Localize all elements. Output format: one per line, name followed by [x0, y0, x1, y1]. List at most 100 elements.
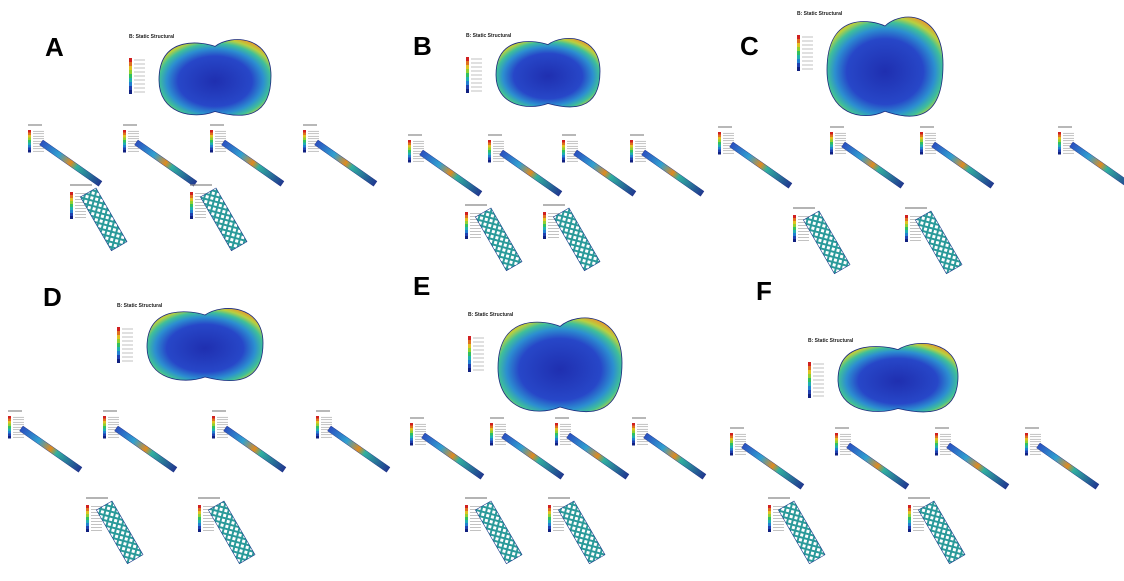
color-legend [808, 362, 824, 398]
legend-swatch [465, 221, 468, 224]
lattice-screw [475, 501, 522, 564]
legend-swatch [212, 426, 215, 429]
legend-swatch [548, 523, 551, 526]
legend-swatch [543, 218, 546, 221]
legend-swatch [303, 130, 306, 133]
legend-swatch [129, 90, 132, 94]
legend-swatch [316, 429, 319, 432]
legend-swatch [793, 227, 796, 230]
legend-swatch [410, 443, 413, 446]
legend-swatch [830, 137, 833, 140]
legend-swatch [123, 140, 126, 143]
color-legend [303, 130, 319, 153]
legend-swatch [465, 212, 468, 215]
screw [420, 150, 482, 196]
legend-swatch [718, 147, 721, 150]
legend-swatch [410, 436, 413, 439]
legend-swatch [730, 441, 733, 444]
legend-swatch [630, 160, 633, 163]
legend-swatch [908, 505, 911, 508]
legend-swatch [543, 236, 546, 239]
legend-swatch [465, 511, 468, 514]
legend-swatch [730, 433, 733, 436]
legend-swatch [730, 443, 733, 446]
legend-swatch [830, 142, 833, 145]
legend-swatch [70, 213, 73, 216]
legend-swatch [768, 523, 771, 526]
legend-swatch [555, 431, 558, 434]
legend-swatch [1058, 145, 1061, 148]
legend-swatch [410, 438, 413, 441]
legend-swatch [198, 526, 201, 529]
screw [20, 426, 82, 472]
legend-swatch [632, 443, 635, 446]
legend-swatch [835, 433, 838, 436]
legend-swatch [730, 448, 733, 451]
legend-swatch [70, 207, 73, 210]
legend-swatch [1025, 453, 1028, 456]
lattice-screw [96, 501, 143, 564]
lattice-screw [200, 188, 247, 251]
legend-swatch [793, 224, 796, 227]
legend-swatch [303, 143, 306, 146]
legend-swatch [920, 145, 923, 148]
legend-swatch [123, 145, 126, 148]
legend-swatch [468, 356, 471, 360]
legend-swatch [466, 77, 469, 81]
legend-swatch [908, 523, 911, 526]
legend-swatch [316, 416, 319, 419]
legend-swatch [468, 348, 471, 352]
legend-swatch [793, 233, 796, 236]
legend-swatch [70, 201, 73, 204]
color-legend [8, 416, 24, 439]
legend-swatch [935, 436, 938, 439]
legend-swatch [117, 347, 120, 351]
legend-swatch [1058, 142, 1061, 145]
legend-swatch [718, 140, 721, 143]
legend-swatch [808, 362, 811, 366]
legend-swatch [905, 227, 908, 230]
legend-swatch [28, 135, 31, 138]
legend-swatch [793, 218, 796, 221]
legend-swatch [198, 517, 201, 520]
legend-swatch [70, 192, 73, 195]
legend-swatch [408, 160, 411, 163]
legend-swatch [123, 135, 126, 138]
legend-swatch [835, 451, 838, 454]
panel-label: D [43, 282, 62, 312]
legend-swatch [548, 517, 551, 520]
legend-swatch [28, 140, 31, 143]
legend-swatch [408, 150, 411, 153]
lattice-screw [553, 208, 600, 271]
legend-swatch [730, 438, 733, 441]
legend-swatch [129, 82, 132, 86]
legend-swatch [117, 351, 120, 355]
legend-swatch [465, 529, 468, 532]
legend-swatch [212, 434, 215, 437]
legend-swatch [117, 335, 120, 339]
tibial-tray [498, 318, 622, 412]
lattice-screw [475, 208, 522, 271]
legend-swatch [632, 423, 635, 426]
screw [500, 150, 562, 196]
legend-swatch [562, 155, 565, 158]
legend-swatch [210, 138, 213, 141]
legend-swatch [103, 424, 106, 427]
screw [224, 426, 286, 472]
legend-swatch [935, 453, 938, 456]
legend-swatch [86, 529, 89, 532]
legend-swatch [190, 204, 193, 207]
screw [730, 142, 792, 188]
legend-swatch [28, 150, 31, 153]
legend-swatch [808, 370, 811, 374]
legend-swatch [410, 441, 413, 444]
legend-swatch [190, 201, 193, 204]
legend-swatch [303, 140, 306, 143]
legend-swatch [70, 204, 73, 207]
legend-swatch [768, 514, 771, 517]
legend-swatch [198, 529, 201, 532]
legend-swatch [466, 61, 469, 65]
legend-swatch [103, 434, 106, 437]
legend-swatch [488, 160, 491, 163]
legend-swatch [129, 78, 132, 82]
